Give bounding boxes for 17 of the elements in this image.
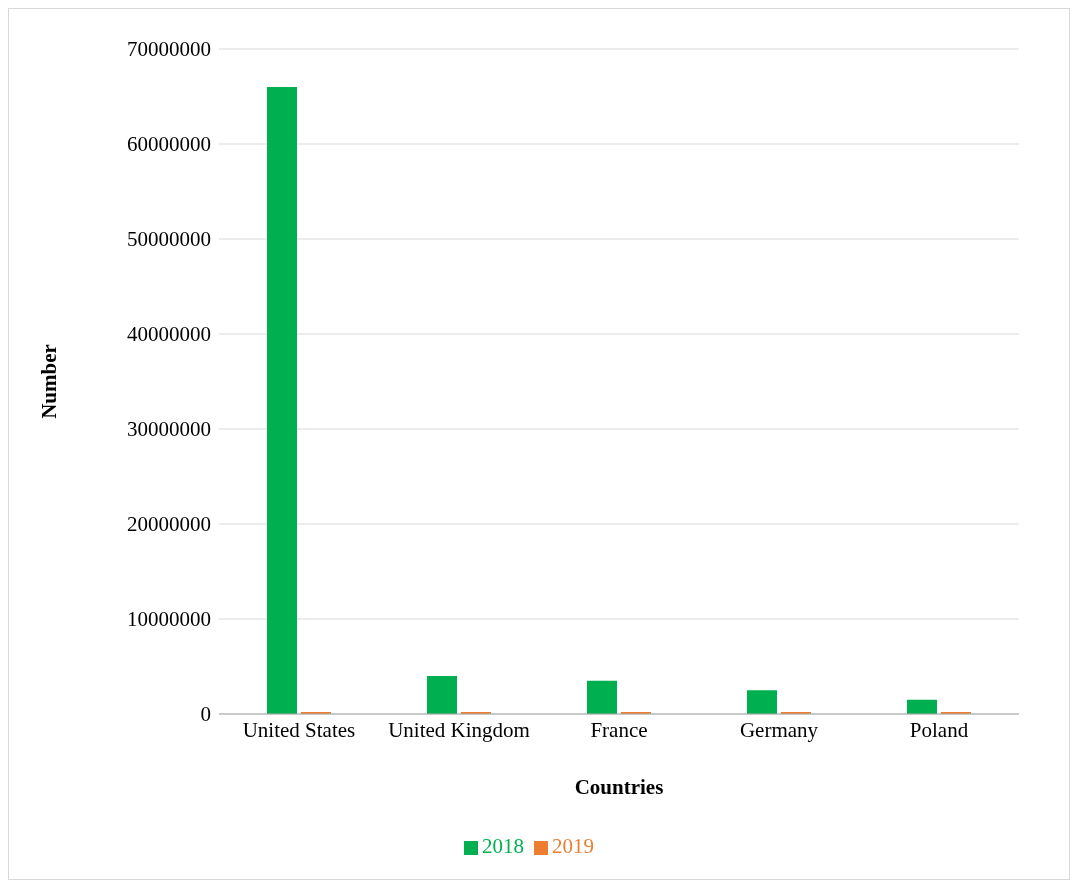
y-tick-label: 20000000 [127,512,211,537]
y-tick-label: 30000000 [127,417,211,442]
y-tick-label: 70000000 [127,37,211,62]
y-tick-label: 10000000 [127,607,211,632]
x-tick-label: Germany [739,717,819,742]
x-tick-label: France [590,717,648,742]
y-tick-label: 40000000 [127,322,211,347]
legend-label: 2018 [482,834,524,858]
legend-label: 2019 [552,834,594,858]
x-tick-label: United Kingdom [388,717,530,742]
y-tick-label: 50000000 [127,227,211,252]
x-tick-label: Poland [909,717,969,742]
y-axis-title: Number [37,344,62,419]
y-tick-label: 60000000 [127,132,211,157]
x-tick-label: United States [242,717,356,742]
x-axis-title: Countries [574,775,664,799]
y-tick-label: 0 [200,702,211,727]
